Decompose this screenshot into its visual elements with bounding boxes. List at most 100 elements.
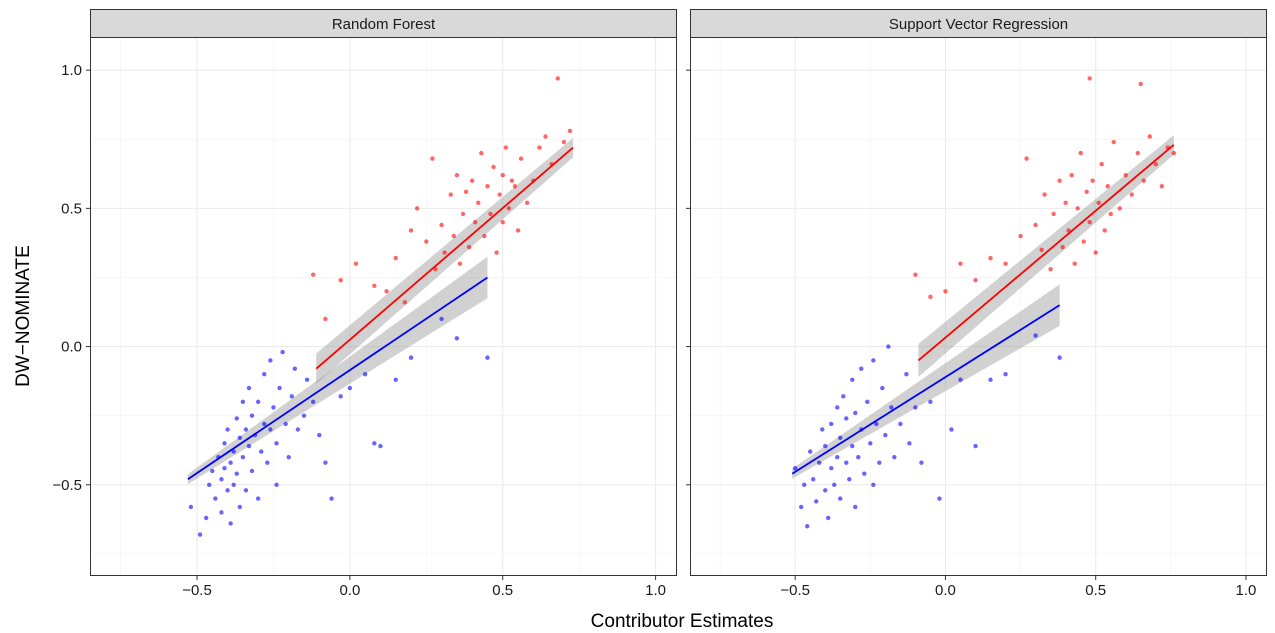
blue-point bbox=[362, 372, 368, 377]
blue-point bbox=[347, 385, 353, 391]
red-point bbox=[310, 272, 316, 277]
red-point bbox=[414, 206, 420, 211]
red-point bbox=[1117, 206, 1122, 211]
red-point bbox=[943, 289, 948, 294]
red-point bbox=[338, 278, 343, 283]
blue-point bbox=[805, 524, 810, 529]
red-point bbox=[457, 261, 463, 266]
blue-point bbox=[820, 427, 825, 432]
blue-point bbox=[378, 443, 383, 449]
red-point bbox=[1033, 222, 1038, 228]
red-point bbox=[1063, 200, 1068, 206]
blue-point bbox=[393, 377, 398, 382]
red-point bbox=[1078, 150, 1083, 156]
red-point bbox=[1081, 239, 1086, 244]
red-point bbox=[488, 211, 493, 217]
blue-point bbox=[835, 454, 840, 460]
blue-point bbox=[838, 435, 843, 440]
red-point bbox=[473, 219, 478, 225]
blue-point bbox=[844, 416, 849, 421]
red-point bbox=[1105, 184, 1110, 189]
blue-point bbox=[317, 432, 322, 438]
blue-point bbox=[880, 385, 885, 391]
red-point bbox=[1087, 76, 1092, 81]
blue-point bbox=[841, 394, 846, 399]
blue-point bbox=[280, 349, 285, 355]
red-point bbox=[1153, 161, 1159, 167]
blue-point bbox=[814, 499, 819, 504]
blue-point bbox=[919, 460, 924, 465]
blue-point bbox=[338, 394, 343, 399]
blue-point bbox=[255, 496, 261, 501]
blue-point bbox=[222, 466, 227, 471]
red-point bbox=[463, 189, 469, 194]
red-point bbox=[469, 178, 475, 183]
red-point bbox=[1039, 247, 1044, 253]
blue-point bbox=[865, 399, 870, 405]
blue-point bbox=[853, 504, 858, 510]
blue-point bbox=[289, 394, 294, 399]
red-point bbox=[482, 233, 487, 239]
blue-point bbox=[310, 399, 316, 405]
red-point bbox=[561, 139, 567, 145]
blue-point bbox=[838, 496, 843, 501]
red-point bbox=[543, 134, 548, 139]
x-tick-label: 0.5 bbox=[492, 582, 513, 599]
red-point bbox=[509, 178, 515, 183]
blue-point bbox=[844, 460, 849, 465]
panel-2: Support Vector Regression −0.5 0.0 0.5 1.0 bbox=[686, 9, 1267, 599]
red-point bbox=[494, 250, 499, 255]
blue-point bbox=[928, 399, 933, 405]
blue-point bbox=[262, 421, 267, 427]
red-point bbox=[1102, 228, 1107, 233]
red-point bbox=[1135, 150, 1140, 156]
blue-point bbox=[225, 427, 230, 432]
blue-point bbox=[323, 460, 328, 465]
blue-point bbox=[988, 377, 993, 382]
red-point bbox=[500, 219, 505, 225]
blue-point bbox=[835, 405, 840, 410]
red-point bbox=[537, 145, 542, 150]
x-tick-label: −0.5 bbox=[780, 582, 810, 599]
y-tick-label: 1.0 bbox=[61, 62, 82, 79]
red-point bbox=[451, 233, 457, 239]
blue-point bbox=[301, 413, 307, 418]
red-point bbox=[1129, 192, 1134, 197]
red-point bbox=[408, 228, 414, 233]
blue-point bbox=[868, 441, 873, 446]
blue-point bbox=[1033, 333, 1038, 338]
facet-strip bbox=[690, 9, 1267, 38]
blue-point bbox=[246, 385, 252, 391]
blue-point bbox=[228, 521, 233, 526]
blue-point bbox=[234, 416, 239, 421]
blue-point bbox=[913, 405, 918, 410]
red-point bbox=[1057, 178, 1062, 183]
blue-point bbox=[811, 477, 816, 482]
blue-point bbox=[203, 515, 209, 521]
blue-point bbox=[210, 468, 215, 474]
red-point bbox=[928, 294, 933, 300]
blue-point bbox=[329, 496, 334, 501]
red-point bbox=[518, 156, 524, 161]
red-point bbox=[479, 150, 484, 156]
red-point bbox=[1075, 206, 1080, 211]
red-point bbox=[402, 300, 408, 305]
red-point bbox=[512, 184, 518, 189]
red-point bbox=[506, 206, 512, 211]
facet-strip-label: Random Forest bbox=[332, 16, 436, 33]
x-tick-label: 0.5 bbox=[1085, 582, 1106, 599]
blue-point bbox=[898, 421, 903, 427]
blue-point bbox=[850, 443, 855, 449]
blue-point bbox=[259, 449, 264, 454]
blue-point bbox=[265, 460, 270, 465]
x-tick-label: 1.0 bbox=[1236, 582, 1257, 599]
y-tick-label: 0.5 bbox=[61, 200, 82, 217]
blue-point bbox=[958, 377, 963, 382]
blue-point bbox=[1057, 355, 1062, 360]
blue-point bbox=[243, 488, 249, 493]
blue-point bbox=[454, 336, 460, 341]
red-point bbox=[448, 192, 453, 197]
panel-1: Random Forest −0.5 0.0 0.5 1.0 −0.5 0.0 0.5 1.0 bbox=[52, 9, 677, 599]
blue-point bbox=[286, 454, 291, 460]
blue-point bbox=[871, 358, 876, 363]
